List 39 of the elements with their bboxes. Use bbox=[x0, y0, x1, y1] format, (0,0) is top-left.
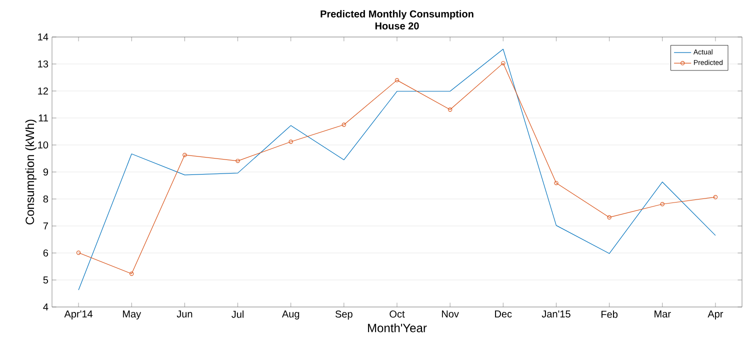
x-tick-label: Apr bbox=[708, 310, 724, 320]
y-tick-label: 14 bbox=[38, 34, 48, 40]
x-tick-label: Feb bbox=[602, 310, 618, 318]
y-tick-label: 11 bbox=[38, 114, 48, 122]
y-tick-label: 12 bbox=[38, 88, 48, 94]
point bbox=[394, 78, 400, 82]
point bbox=[342, 122, 346, 127]
point bbox=[554, 180, 558, 186]
x-tick-label: Jan'15 bbox=[542, 310, 570, 318]
y-axis-title: Consumption (kWh) bbox=[25, 120, 36, 224]
x-tick-label: May bbox=[122, 310, 142, 320]
point bbox=[182, 152, 187, 158]
point bbox=[501, 61, 506, 66]
y-tick-label: 4 bbox=[43, 304, 48, 310]
y-tick-label: 8 bbox=[43, 195, 48, 203]
x-tick-label: Jun bbox=[176, 310, 192, 318]
y-tick-label: 7 bbox=[43, 222, 48, 230]
point bbox=[660, 202, 664, 206]
x-tick-label: Mar bbox=[654, 310, 671, 318]
x-tick-label: Dec bbox=[495, 310, 512, 318]
point bbox=[288, 140, 293, 144]
x-tick-label: Sep bbox=[335, 310, 352, 320]
y-tick-label: 10 bbox=[38, 141, 48, 149]
x-tick-label: Jul bbox=[232, 310, 244, 318]
chart-title: Predicted Monthly Consumption bbox=[320, 10, 474, 20]
y-tick-label: 6 bbox=[43, 249, 48, 257]
x-tick-label: Nov bbox=[442, 310, 459, 318]
y-tick-label: 5 bbox=[43, 276, 48, 284]
point bbox=[607, 215, 612, 220]
y-tick-label: 13 bbox=[38, 60, 48, 68]
point bbox=[130, 272, 134, 276]
chart-subtitle: House 20 bbox=[375, 22, 419, 30]
x-tick-label: Aug bbox=[282, 310, 300, 320]
point bbox=[236, 158, 240, 164]
y-tick-label: 9 bbox=[43, 168, 48, 176]
x-tick-label: Apr'14 bbox=[64, 310, 93, 320]
point bbox=[448, 108, 452, 112]
x-axis-title: Month'Year bbox=[368, 323, 427, 332]
x-tick-label: Oct bbox=[390, 310, 405, 318]
